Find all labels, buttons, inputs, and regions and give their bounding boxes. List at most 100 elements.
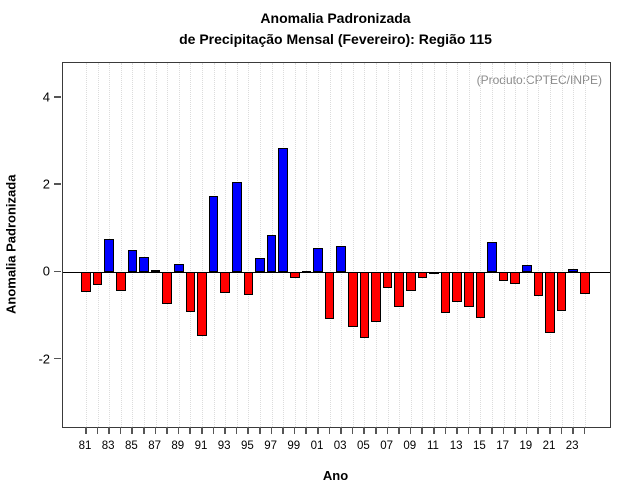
x-tick-label-89: 89 (171, 440, 185, 452)
bar-16 (487, 241, 497, 273)
x-tick-21 (549, 427, 551, 434)
x-tick-label-21: 21 (542, 440, 556, 452)
gridline-22 (561, 63, 563, 427)
bar-86 (139, 257, 149, 273)
bar-81 (81, 272, 91, 292)
x-tick-93 (224, 427, 226, 434)
gridline-81 (86, 63, 87, 427)
gridline-01 (318, 63, 319, 427)
bar-22 (556, 272, 567, 311)
bar-13 (452, 272, 462, 302)
x-tick-83 (108, 427, 110, 434)
bar-18 (510, 272, 520, 284)
bar-14 (464, 272, 474, 308)
bar-11 (429, 272, 439, 275)
bar-19 (522, 264, 532, 273)
bar-05 (359, 272, 370, 339)
gridline-11 (434, 63, 435, 427)
bar-93 (220, 272, 230, 294)
gridline-21 (550, 63, 551, 427)
bar-20 (533, 272, 544, 297)
x-tick-label-85: 85 (124, 440, 138, 452)
x-tick-19 (525, 427, 528, 434)
gridline-02 (329, 63, 331, 427)
x-tick-label-83: 83 (101, 440, 115, 452)
bar-87 (150, 269, 161, 273)
x-tick-98 (282, 427, 284, 434)
bar-10 (417, 272, 428, 279)
x-tick-92 (212, 427, 215, 434)
bar-24 (580, 272, 590, 295)
gridline-13 (457, 63, 459, 427)
gridline-95 (248, 63, 250, 427)
plot-area: (Produto:CPTEC/INPE) (62, 62, 611, 428)
x-tick-label-97: 97 (264, 440, 277, 452)
bar-89 (174, 264, 184, 273)
gridline-87 (155, 63, 157, 427)
gridline-15 (480, 63, 482, 427)
x-tick-label-07: 07 (380, 440, 393, 452)
x-tick-10 (421, 427, 423, 434)
gridline-84 (120, 63, 122, 427)
x-tick-17 (502, 427, 505, 434)
bar-83 (104, 238, 114, 273)
zero-line (63, 271, 610, 274)
x-tick-06 (375, 427, 377, 434)
x-tick-24 (583, 427, 586, 434)
x-tick-97 (270, 427, 273, 434)
y-tick--2 (54, 357, 61, 360)
bar-95 (243, 272, 254, 296)
gridline-18 (515, 63, 517, 427)
gridline-20 (538, 63, 540, 427)
gridline-23 (573, 63, 575, 427)
x-axis-label: Ano (322, 468, 349, 483)
x-tick-22 (560, 427, 563, 434)
x-tick-07 (386, 427, 389, 434)
gridline-00 (306, 63, 308, 427)
bar-17 (498, 272, 509, 282)
bar-82 (92, 272, 103, 286)
x-tick-label-93: 93 (217, 440, 231, 452)
x-tick-84 (119, 427, 122, 434)
x-tick-18 (514, 427, 516, 434)
gridline-17 (503, 63, 505, 427)
bar-88 (162, 272, 172, 304)
gridline-04 (352, 63, 354, 427)
x-tick-label-91: 91 (194, 440, 208, 452)
x-tick-label-81: 81 (78, 440, 92, 452)
x-tick-90 (189, 427, 191, 434)
bar-04 (348, 272, 358, 327)
x-tick-label-99: 99 (287, 440, 301, 452)
x-tick-label-87: 87 (148, 440, 161, 452)
bar-84 (116, 272, 126, 291)
gridline-06 (376, 63, 377, 427)
x-tick-11 (433, 427, 435, 434)
x-tick-94 (235, 427, 238, 434)
x-tick-87 (154, 427, 157, 434)
x-tick-96 (259, 427, 261, 434)
bar-01 (313, 248, 323, 273)
x-tick-88 (166, 427, 168, 434)
x-tick-label-13: 13 (449, 440, 463, 452)
gridline-14 (468, 63, 470, 427)
gridline-99 (294, 63, 296, 427)
gridline-88 (167, 63, 169, 427)
y-tick-label-4: 4 (42, 89, 50, 105)
bar-02 (324, 272, 335, 319)
x-tick-15 (479, 427, 481, 434)
bar-09 (406, 272, 416, 292)
gridline-05 (364, 63, 366, 427)
bar-85 (127, 250, 138, 273)
x-tick-label-01: 01 (310, 440, 324, 452)
bar-99 (290, 272, 300, 278)
x-tick-label-03: 03 (333, 440, 347, 452)
chart-title-line1: Anomalia Padronizada (260, 10, 411, 26)
bar-07 (382, 272, 393, 289)
bar-06 (371, 272, 381, 322)
gridline-89 (178, 63, 180, 427)
gridline-93 (225, 63, 227, 427)
gridline-91 (202, 63, 203, 427)
chart-title-line2: de Precipitação Mensal (Fevereiro): Regi… (179, 31, 492, 47)
x-tick-13 (456, 427, 458, 434)
bar-00 (301, 270, 312, 273)
